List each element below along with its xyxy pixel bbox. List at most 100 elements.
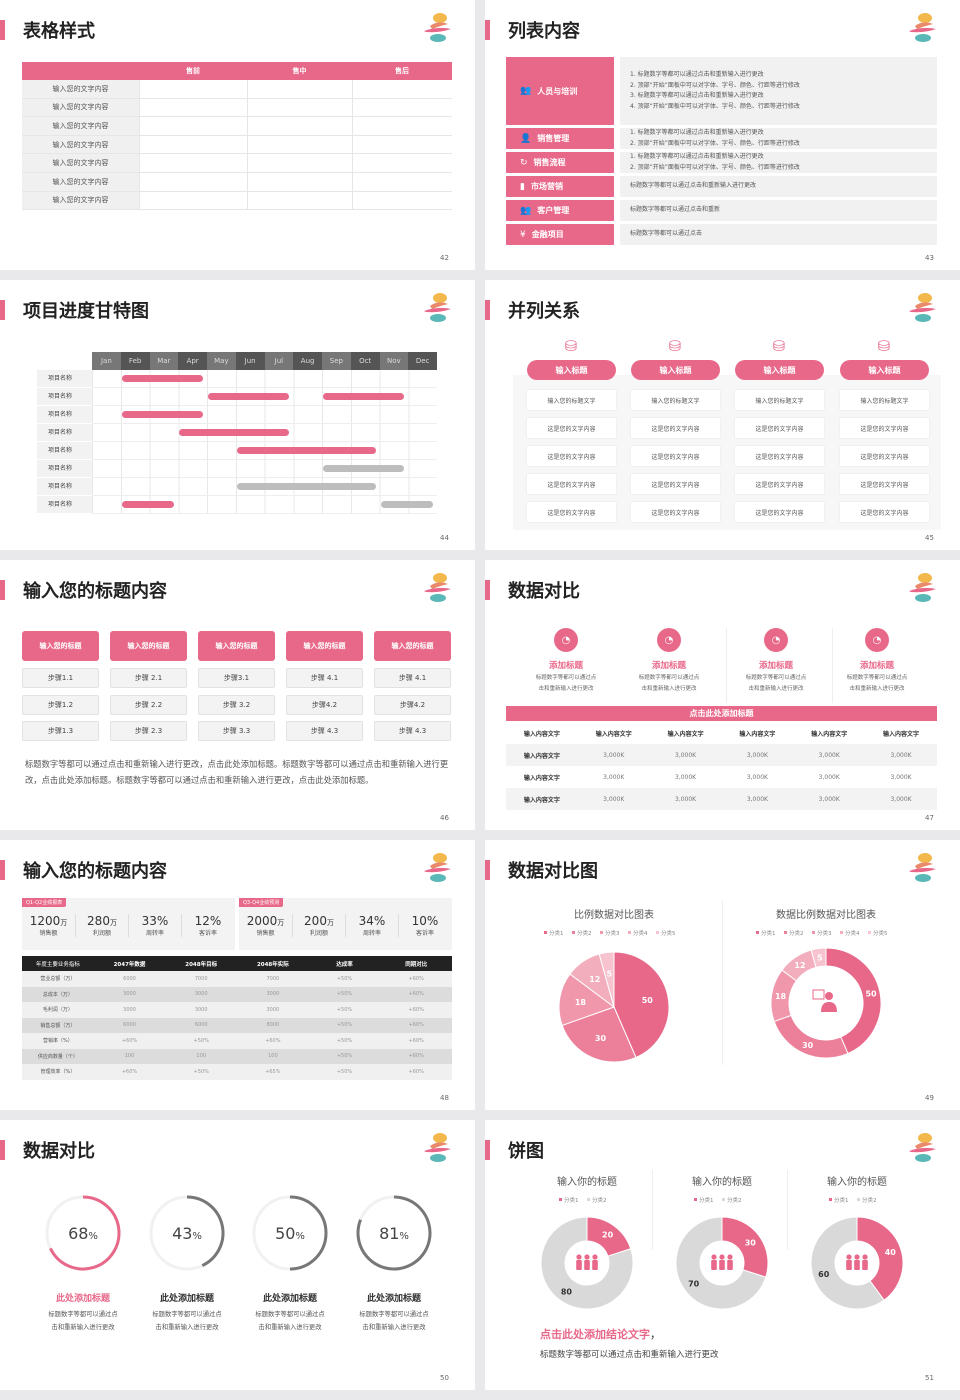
feature-row: ◔ 添加标题 标题数字等都可以通过点 击和重新输入进行更改 ◔ 添加标题 标题数字等都可以通… (485, 560, 960, 705)
table-cell[interactable] (352, 98, 452, 117)
table-cell: +50% (336, 1006, 353, 1013)
slide-title: 项目进度甘特图 (23, 301, 149, 322)
column-cell: 这是您的文字内容 (840, 418, 929, 438)
table-cell[interactable] (247, 98, 352, 117)
table-cell[interactable] (139, 172, 247, 191)
step-column-header[interactable]: 输入您的标题 (110, 631, 187, 661)
slide-title: 数据对比 (508, 581, 580, 602)
table-cell[interactable] (247, 80, 352, 98)
table-cell[interactable] (139, 135, 247, 154)
column-title-pill[interactable]: 输入标题 (840, 360, 929, 380)
list-item[interactable]: ▮ 市场营销 标题数字等都可以通过点击和重新输入进行更改 (506, 176, 937, 197)
table-cell: 3,000K (818, 751, 840, 759)
slide-46[interactable]: 输入您的标题内容 46 输入您的标题 步骤1.1 步骤1.2 步骤1.3 输入您的标题步… (0, 560, 475, 830)
slide-44[interactable]: 项目进度甘特图 44 Jan Feb Mar Apr May Jun Jul Aug Sep Oc… (0, 280, 475, 550)
table-cell[interactable] (247, 135, 352, 154)
table-cell[interactable] (352, 135, 452, 154)
gantt-bar[interactable] (236, 483, 376, 490)
table-cell[interactable] (352, 117, 452, 135)
slide-42[interactable]: 表格样式 42 售前 售中 售后 输入您的文字内容 输入您的文字内容 输入您的文字内容 输入… (0, 0, 475, 270)
gantt-bar[interactable] (121, 411, 203, 418)
gantt-bar[interactable] (380, 501, 433, 508)
description-line: 1. 标题数字等都可以通过点击和重新输入进行更改 (630, 153, 764, 160)
gantt-bar[interactable] (323, 465, 405, 472)
ring-desc: 标题数字等都可以通过点 (48, 1311, 118, 1318)
table-cell[interactable] (247, 154, 352, 172)
kpi-item: 33% 周转率 (128, 914, 181, 937)
slide-47[interactable]: 数据对比 47 ◔ 添加标题 标题数字等都可以通过点 击和重新输入进行更改 ◔ 添加标题标… (485, 560, 960, 830)
title-accent-bar (485, 20, 490, 40)
list-item[interactable]: 👤 销售管理 1. 标题数字等都可以通过点击和重新输入进行更改 2. 顶部“开始”面板… (506, 128, 937, 149)
gantt-bar[interactable] (179, 429, 290, 436)
gantt-bar[interactable] (323, 393, 405, 400)
column-title-pill[interactable]: 输入标题 (631, 360, 720, 380)
table-cell[interactable] (247, 117, 352, 135)
table-cell[interactable] (139, 191, 247, 210)
table-cell[interactable] (247, 172, 352, 191)
chart-title: 输入你的标题 (827, 1175, 887, 1188)
slide-43[interactable]: 列表内容 43 👥 人员与培训 1. 标题数字等都可以通过点击和重新输入进行更改 2.… (485, 0, 960, 270)
list-item[interactable]: ↻ 销售流程 1. 标题数字等都可以通过点击和重新输入进行更改 2. 顶部“开始”面板… (506, 152, 937, 173)
table-row: 营销率（%） +60% +50% +60% +50% +60% (22, 1033, 452, 1049)
data-label: 70 (688, 1280, 700, 1289)
ring-title: 此处添加标题 (366, 1294, 421, 1304)
table-cell[interactable] (139, 80, 247, 98)
table-cell: +60% (121, 1037, 138, 1044)
table-cell[interactable] (352, 191, 452, 210)
table-cell[interactable] (139, 154, 247, 172)
step-column-header[interactable]: 输入您的标题 (198, 631, 275, 661)
gantt-bar[interactable] (121, 375, 203, 382)
slide-49[interactable]: 数据对比图 49 比例数据对比图表 分类1 分类2 分类3 分类4 分类5 50 30 18 12… (485, 840, 960, 1110)
slide-48[interactable]: 输入您的标题内容 48 Q1-Q2业绩报表 1200万 销售额 280万 利润额 33% 周… (0, 840, 475, 1110)
table-cell: +60% (408, 1006, 424, 1013)
page-number: 51 (925, 1374, 934, 1382)
column-cell: 这是您的文字内容 (840, 502, 929, 522)
kpi-value-line: 12% (182, 914, 234, 928)
list-item[interactable]: 👥 客户管理 标题数字等都可以通过点击和重新 (506, 200, 937, 221)
person-body (846, 1260, 852, 1270)
ring-desc: 击和重新输入进行更改 (51, 1324, 115, 1331)
legend-swatch (559, 1198, 562, 1201)
banner-title[interactable]: 点击此处添加标题 (506, 706, 937, 721)
table-cell[interactable] (352, 172, 452, 191)
chart-title: 比例数据对比图表 (574, 908, 654, 921)
table-header-cell: 输入内容文字 (595, 730, 632, 738)
slide-50[interactable]: 数据对比 50 68% 43% 50% 81% 此处添加标题 标题数字等都可以通过点 击和… (0, 1120, 475, 1390)
gantt-bar[interactable] (208, 393, 290, 400)
category-list: 👥 人员与培训 1. 标题数字等都可以通过点击和重新输入进行更改 2. 顶部“开始”面… (506, 57, 937, 248)
step-box: 步骤 4.1 (286, 668, 363, 688)
table-cell: 3,000K (818, 773, 840, 781)
list-item[interactable]: ¥ 金融项目 标题数字等都可以通过点击 (506, 224, 937, 245)
slide-45[interactable]: 并列关系 45 ⛁ 输入标题 输入您的标题文字 这是您的文字内容 这是您的文字内容 这是您… (485, 280, 960, 550)
column-cell: 这是您的文字内容 (840, 446, 929, 466)
column-title-pill[interactable]: 输入标题 (735, 360, 824, 380)
gantt-bar[interactable] (236, 447, 376, 454)
pie-slice (810, 947, 827, 968)
step-column-header[interactable]: 输入您的标题 (22, 631, 99, 661)
table-cell[interactable] (352, 154, 452, 172)
column-title-pill[interactable]: 输入标题 (527, 360, 616, 380)
slide-51[interactable]: 饼图 51 输入你的标题 分类1 分类2 20 80 输入你的标题 分类1 分类2 30 70 输入… (485, 1120, 960, 1390)
list-item[interactable]: 👥 人员与培训 1. 标题数字等都可以通过点击和重新输入进行更改 2. 顶部“开始”面… (506, 57, 937, 125)
column-cell: 这是您的文字内容 (735, 474, 824, 494)
legend-swatch (829, 1198, 832, 1201)
step-column-header[interactable]: 输入您的标题 (286, 631, 363, 661)
table-cell: 输入内容文字 (523, 796, 560, 804)
table-cell: 3,000K (603, 795, 625, 803)
step-column-header[interactable]: 输入您的标题 (374, 631, 451, 661)
ring-progress (289, 1195, 328, 1271)
table-cell[interactable] (352, 80, 452, 98)
task-label: 项目名称 (37, 460, 92, 478)
table-cell[interactable] (139, 117, 247, 135)
table-header-cell: 年度主要业务指标 (35, 961, 80, 968)
kpi-value: 33% (141, 914, 169, 928)
table-cell[interactable] (247, 191, 352, 210)
table-cell: +50% (193, 1037, 209, 1044)
gantt-bar[interactable] (121, 501, 175, 508)
pie-slice (721, 1216, 769, 1278)
title-accent-bar (485, 300, 490, 320)
slide-title: 饼图 (508, 1141, 544, 1162)
coins-icon: ⛁ (668, 337, 682, 355)
table-header-cell: 同期对比 (405, 961, 428, 968)
table-cell[interactable] (139, 98, 247, 117)
